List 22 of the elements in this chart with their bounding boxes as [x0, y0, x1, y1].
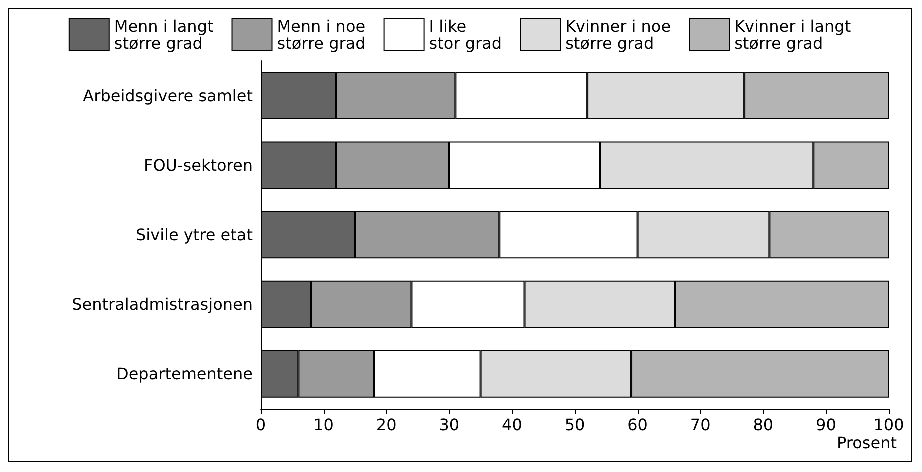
legend-label: Menn i noe større grad	[277, 17, 366, 53]
x-tick-label: 70	[690, 416, 711, 434]
legend-label: Menn i langt større grad	[114, 17, 214, 53]
y-tick-label: Departementene	[116, 364, 253, 384]
y-tick-label: Sivile ytre etat	[136, 226, 253, 244]
x-tick-label: 90	[816, 416, 836, 434]
legend-label: Kvinner i langt større grad	[734, 17, 852, 53]
x-tick-label: 100	[874, 416, 904, 434]
x-tick-label: 50	[564, 416, 586, 434]
y-tick-label: Arbeidsgivere samlet	[83, 86, 253, 106]
y-tick-label: FOU-sektoren	[144, 156, 253, 175]
y-tick-label: Sentraladmistrasjonen	[72, 295, 253, 314]
x-axis-title: Prosent	[837, 434, 897, 452]
x-tick-label: 20	[376, 416, 397, 434]
x-tick-label: 60	[628, 416, 648, 434]
x-tick-label: 40	[502, 416, 522, 434]
x-tick-label: 80	[753, 416, 774, 434]
x-tick-label: 30	[439, 416, 460, 434]
x-tick-label: 10	[314, 416, 334, 434]
legend-label: I like stor grad	[429, 17, 502, 53]
legend-label: Kvinner i noe større grad	[566, 17, 672, 53]
x-tick-label: 0	[256, 416, 266, 434]
